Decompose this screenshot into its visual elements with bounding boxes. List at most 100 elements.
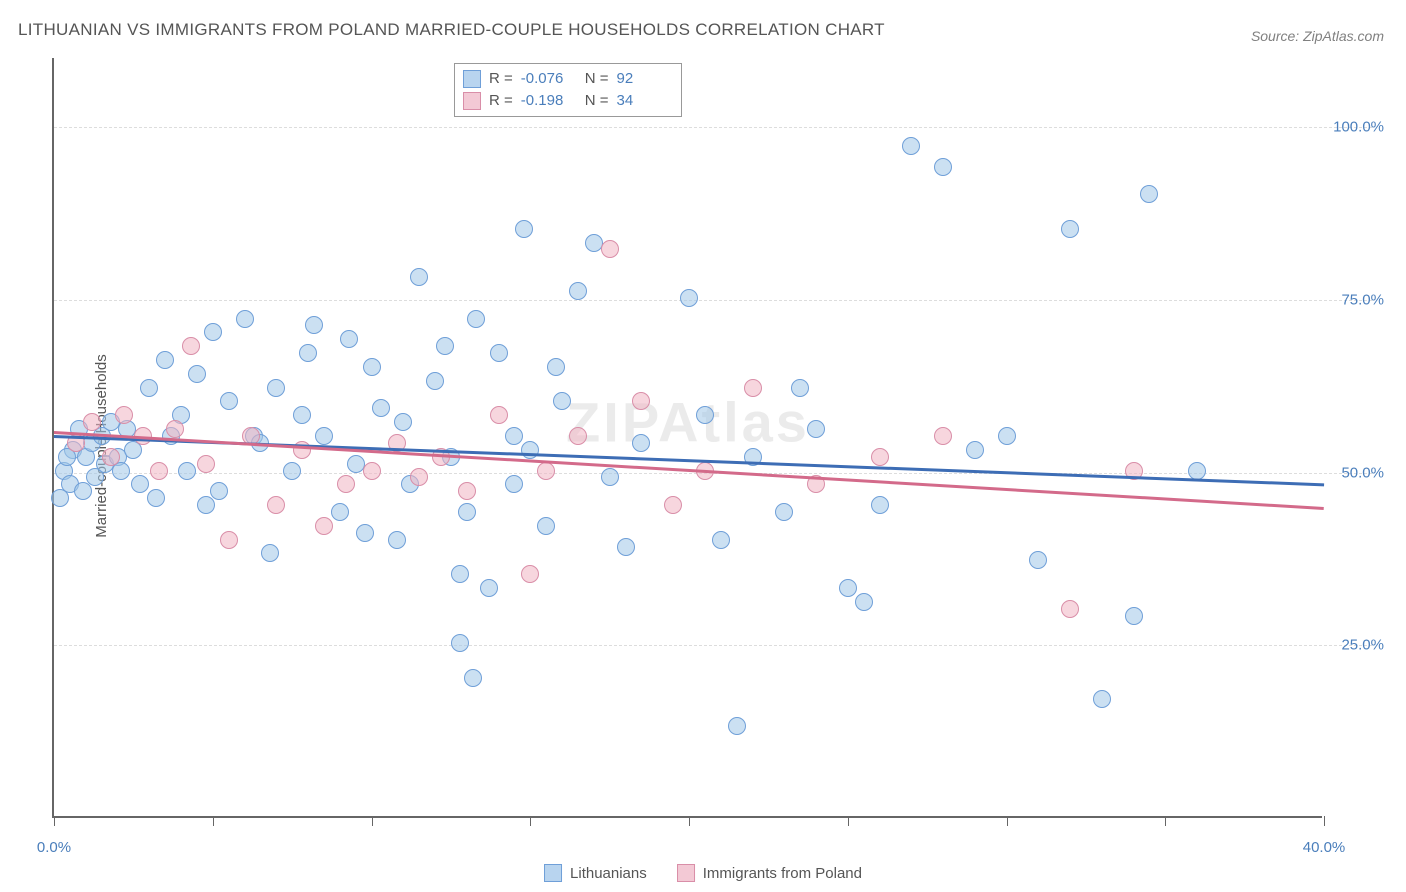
- chart-container: LITHUANIAN VS IMMIGRANTS FROM POLAND MAR…: [0, 0, 1406, 892]
- scatter-point: [140, 379, 158, 397]
- scatter-point: [115, 406, 133, 424]
- scatter-point: [1140, 185, 1158, 203]
- watermark-text: ZIPAtlas: [566, 389, 810, 454]
- y-tick-label: 75.0%: [1341, 291, 1384, 308]
- x-tick-label: 40.0%: [1303, 839, 1346, 856]
- y-tick-label: 100.0%: [1333, 119, 1384, 136]
- scatter-point: [340, 330, 358, 348]
- scatter-point: [204, 323, 222, 341]
- scatter-point: [166, 420, 184, 438]
- x-tick: [213, 816, 214, 826]
- n-label: N =: [585, 68, 609, 90]
- scatter-point: [934, 427, 952, 445]
- scatter-point: [182, 337, 200, 355]
- scatter-point: [617, 538, 635, 556]
- scatter-point: [839, 579, 857, 597]
- scatter-point: [807, 420, 825, 438]
- scatter-point: [458, 503, 476, 521]
- scatter-point: [696, 406, 714, 424]
- scatter-point: [410, 268, 428, 286]
- scatter-point: [712, 531, 730, 549]
- scatter-point: [236, 310, 254, 328]
- scatter-point: [569, 427, 587, 445]
- r-label: R =: [489, 68, 513, 90]
- legend-item-immigrants-poland: Immigrants from Poland: [677, 864, 862, 882]
- x-tick: [54, 816, 55, 826]
- scatter-point: [267, 379, 285, 397]
- scatter-point: [664, 496, 682, 514]
- scatter-point: [728, 717, 746, 735]
- scatter-point: [871, 448, 889, 466]
- x-tick: [1324, 816, 1325, 826]
- gridline: [54, 300, 1372, 301]
- scatter-point: [775, 503, 793, 521]
- scatter-point: [871, 496, 889, 514]
- scatter-point: [601, 240, 619, 258]
- scatter-point: [632, 392, 650, 410]
- r-value: -0.076: [521, 68, 577, 90]
- scatter-point: [1093, 690, 1111, 708]
- r-label: R =: [489, 90, 513, 112]
- scatter-point: [410, 468, 428, 486]
- scatter-point: [210, 482, 228, 500]
- r-value: -0.198: [521, 90, 577, 112]
- scatter-point: [451, 634, 469, 652]
- scatter-point: [315, 427, 333, 445]
- correlation-legend-row: R = -0.198 N = 34: [463, 90, 673, 112]
- scatter-point: [1061, 220, 1079, 238]
- scatter-point: [902, 137, 920, 155]
- x-tick: [1007, 816, 1008, 826]
- plot-area: ZIPAtlas R = -0.076 N = 92 R = -0.198 N …: [52, 58, 1322, 818]
- scatter-point: [569, 282, 587, 300]
- scatter-point: [480, 579, 498, 597]
- scatter-point: [197, 455, 215, 473]
- scatter-point: [521, 441, 539, 459]
- x-tick: [530, 816, 531, 826]
- scatter-point: [51, 489, 69, 507]
- gridline: [54, 127, 1372, 128]
- scatter-point: [293, 406, 311, 424]
- x-tick: [1165, 816, 1166, 826]
- scatter-point: [337, 475, 355, 493]
- x-tick-label: 0.0%: [37, 839, 71, 856]
- scatter-point: [147, 489, 165, 507]
- scatter-point: [521, 565, 539, 583]
- legend-item-lithuanians: Lithuanians: [544, 864, 647, 882]
- scatter-point: [505, 427, 523, 445]
- gridline: [54, 645, 1372, 646]
- scatter-point: [74, 482, 92, 500]
- y-tick-label: 25.0%: [1341, 637, 1384, 654]
- scatter-point: [220, 531, 238, 549]
- scatter-point: [467, 310, 485, 328]
- scatter-point: [934, 158, 952, 176]
- scatter-point: [267, 496, 285, 514]
- correlation-legend-row: R = -0.076 N = 92: [463, 68, 673, 90]
- scatter-point: [680, 289, 698, 307]
- n-label: N =: [585, 90, 609, 112]
- scatter-point: [261, 544, 279, 562]
- scatter-point: [131, 475, 149, 493]
- x-tick: [372, 816, 373, 826]
- scatter-point: [188, 365, 206, 383]
- x-tick: [689, 816, 690, 826]
- scatter-point: [855, 593, 873, 611]
- bottom-legend: Lithuanians Immigrants from Poland: [544, 864, 862, 882]
- scatter-point: [537, 517, 555, 535]
- scatter-point: [744, 379, 762, 397]
- legend-swatch: [463, 92, 481, 110]
- legend-swatch: [463, 70, 481, 88]
- scatter-point: [451, 565, 469, 583]
- scatter-point: [1029, 551, 1047, 569]
- scatter-point: [601, 468, 619, 486]
- scatter-point: [178, 462, 196, 480]
- legend-swatch: [544, 864, 562, 882]
- scatter-point: [150, 462, 168, 480]
- scatter-point: [436, 337, 454, 355]
- scatter-point: [102, 448, 120, 466]
- scatter-point: [331, 503, 349, 521]
- chart-title: LITHUANIAN VS IMMIGRANTS FROM POLAND MAR…: [18, 20, 885, 40]
- scatter-point: [490, 344, 508, 362]
- scatter-point: [197, 496, 215, 514]
- scatter-point: [83, 413, 101, 431]
- scatter-point: [515, 220, 533, 238]
